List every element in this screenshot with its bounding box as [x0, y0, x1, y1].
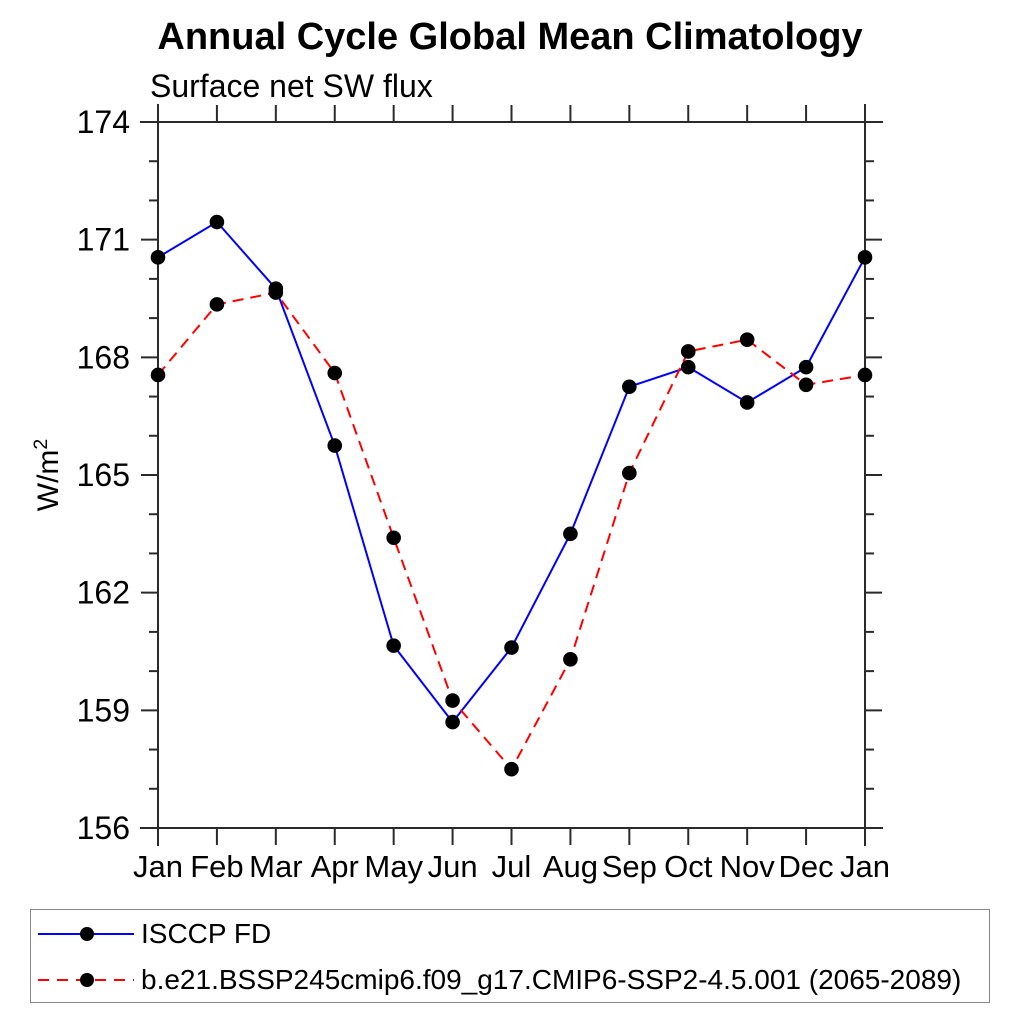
- data-point-series-0: [622, 379, 637, 395]
- chart-title: Annual Cycle Global Mean Climatology: [157, 16, 863, 58]
- x-axis-tick-label: Jan: [840, 849, 890, 884]
- data-point-series-0: [150, 250, 166, 265]
- legend-label-isccp-fd: ISCCP FD: [141, 917, 272, 949]
- x-axis-tick-label: Jul: [492, 849, 532, 884]
- y-axis-tick-label: 156: [77, 810, 130, 846]
- y-axis-tick-label: 162: [77, 575, 130, 611]
- y-axis-tick-label: 174: [77, 104, 130, 140]
- data-point-series-0: [209, 214, 225, 230]
- x-axis-tick-label: Jun: [428, 849, 478, 884]
- data-point-series-0: [504, 640, 519, 655]
- data-point-series-1: [386, 530, 401, 546]
- legend-item-isccp-fd: ISCCP FD: [31, 910, 989, 957]
- data-point-series-0: [445, 714, 460, 730]
- legend-box: ISCCP FD b.e21.BSSP245cmip6.f09_g17.CMIP…: [30, 909, 990, 1003]
- data-point-series-1: [150, 367, 166, 383]
- data-point-series-1: [504, 761, 519, 777]
- legend-label-model: b.e21.BSSP245cmip6.f09_g17.CMIP6-SSP2-4.…: [141, 963, 962, 995]
- x-axis-tick-label: May: [364, 849, 423, 884]
- data-point-series-1: [680, 344, 696, 359]
- legend-item-model: b.e21.BSSP245cmip6.f09_g17.CMIP6-SSP2-4.…: [31, 956, 989, 1003]
- x-axis-tick-label: Nov: [720, 849, 776, 884]
- data-point-series-1: [857, 367, 873, 383]
- data-point-series-0: [386, 638, 401, 653]
- x-axis-tick-label: Apr: [311, 849, 359, 884]
- chart-subtitle: Surface net SW flux: [150, 68, 433, 104]
- y-axis-tick-label: 165: [77, 457, 130, 493]
- data-point-series-0: [680, 359, 696, 375]
- y-axis-tick-label: 171: [77, 222, 130, 258]
- x-axis-tick-label: Sep: [602, 849, 657, 884]
- x-axis-tick-label: Aug: [543, 849, 598, 884]
- data-point-series-1: [445, 693, 460, 708]
- data-point-series-0: [563, 526, 578, 542]
- x-axis-tick-label: Mar: [249, 849, 302, 884]
- y-axis-tick-label: 168: [77, 339, 130, 375]
- data-point-series-1: [327, 365, 343, 381]
- data-point-series-0: [798, 359, 814, 375]
- series-line-1: [157, 291, 866, 771]
- data-point-series-0: [857, 250, 873, 265]
- x-axis-tick-label: Dec: [779, 849, 834, 884]
- data-point-series-0: [327, 438, 343, 453]
- legend-sample-solid-line: [38, 924, 134, 944]
- legend-marker-dot-icon: [80, 972, 94, 987]
- legend-marker-dot-icon: [80, 926, 94, 941]
- legend-sample-dashed-line: [38, 970, 134, 990]
- x-axis-tick-label: Oct: [664, 849, 713, 884]
- data-point-series-1: [563, 652, 578, 667]
- data-point-series-1: [268, 285, 284, 300]
- x-axis-tick-label: Jan: [133, 849, 183, 884]
- y-axis-tick-label: 159: [77, 692, 130, 728]
- x-axis-tick-label: Feb: [190, 849, 243, 884]
- data-point-series-0: [739, 395, 755, 410]
- data-point-series-1: [209, 297, 225, 312]
- data-point-series-1: [798, 377, 814, 393]
- data-point-series-1: [739, 332, 755, 347]
- data-point-series-1: [622, 465, 637, 481]
